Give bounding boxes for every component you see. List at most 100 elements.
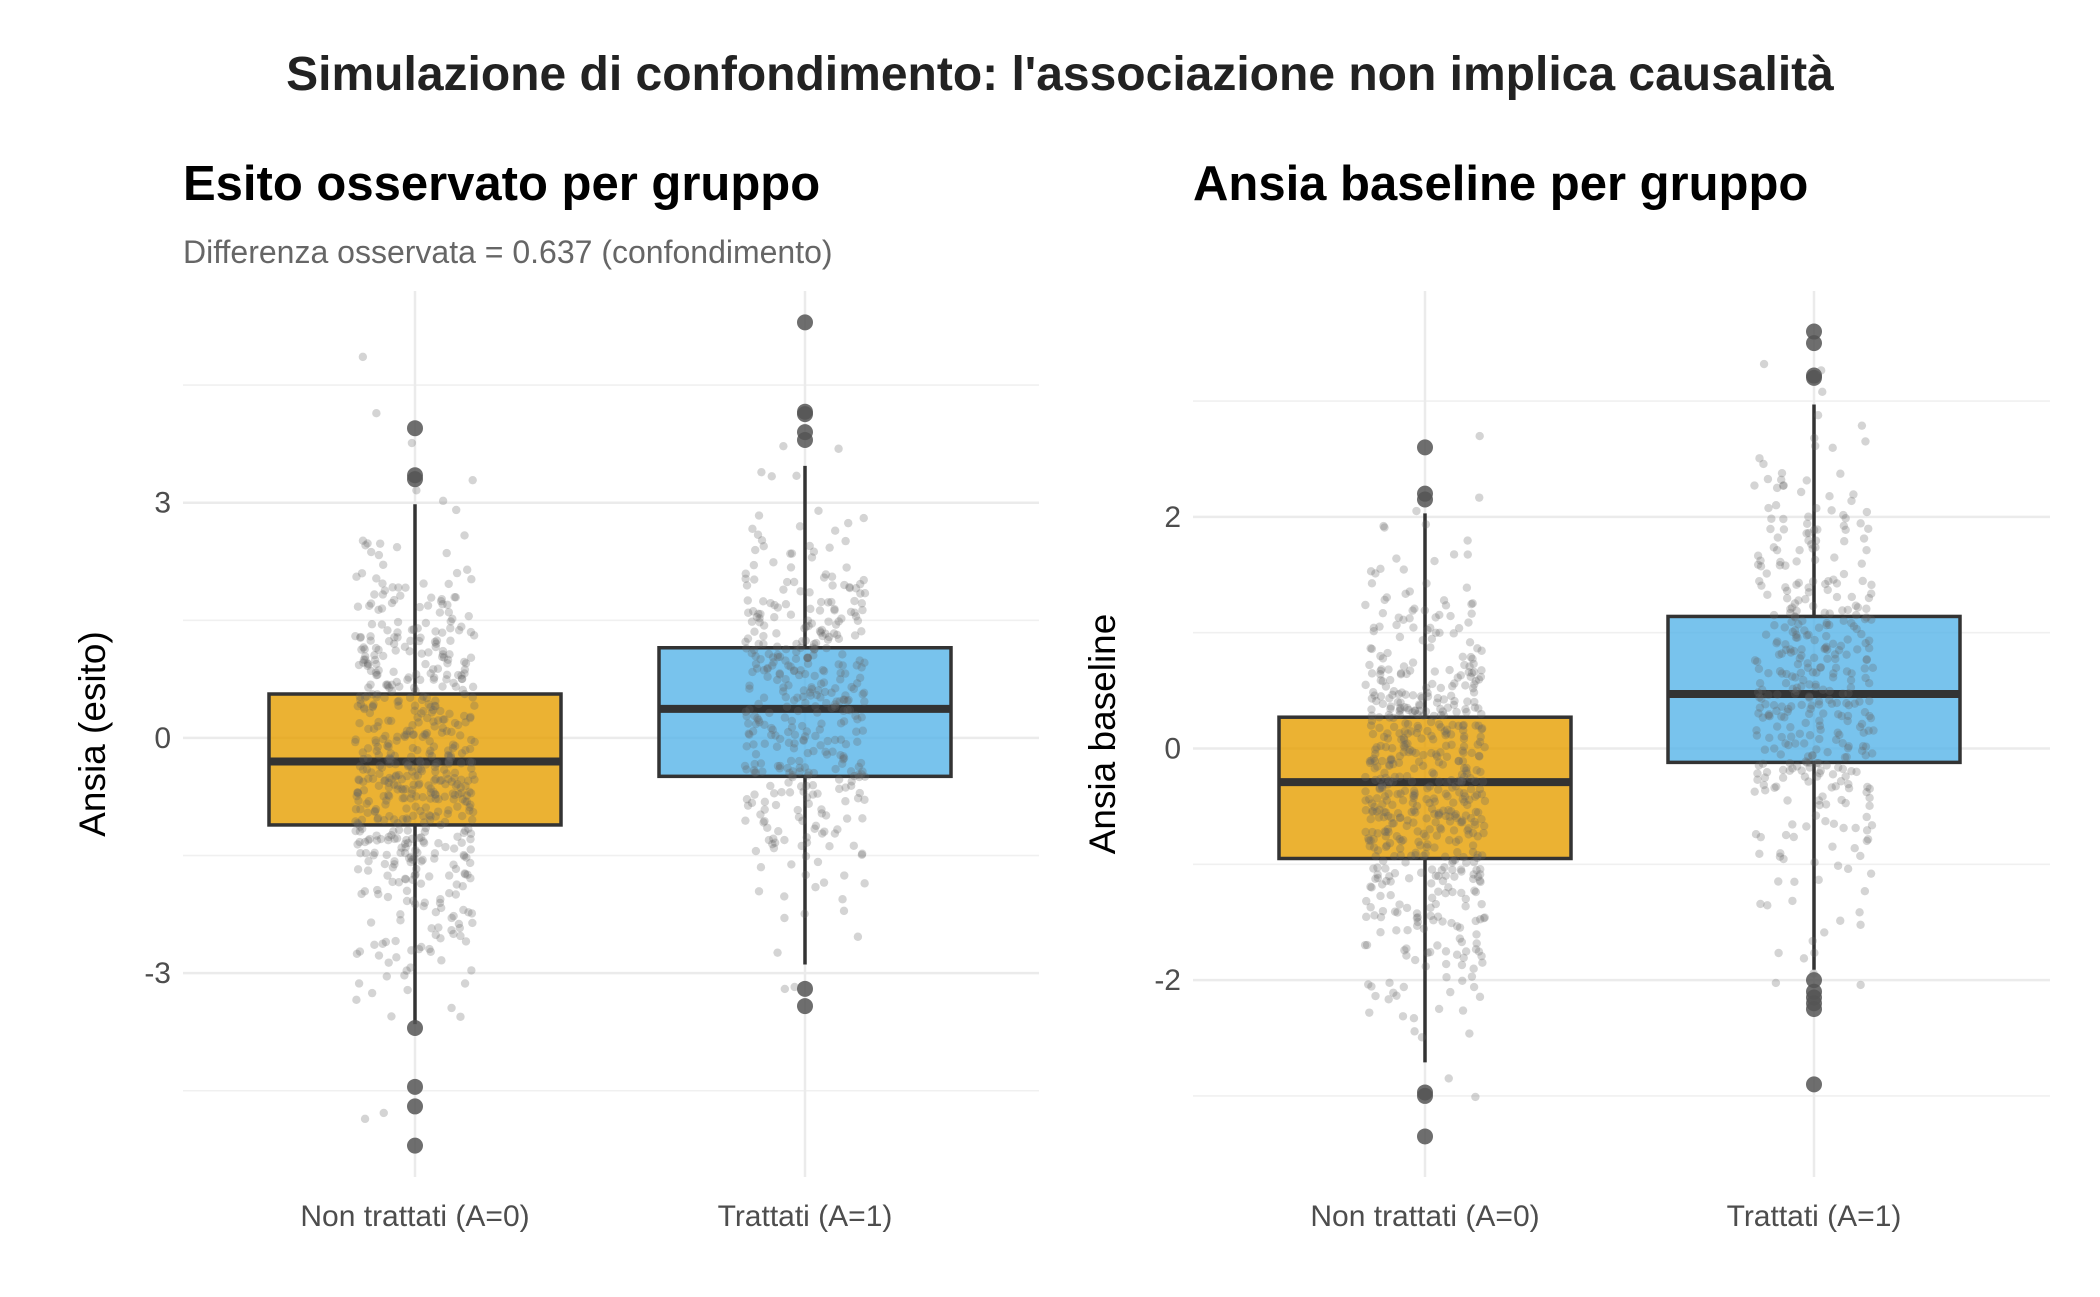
box [1666, 614, 1962, 765]
jitter-point [400, 731, 409, 740]
outlier-point [1806, 367, 1822, 384]
jitter-point [458, 882, 467, 891]
jitter-point [411, 846, 420, 855]
jitter-point [372, 659, 381, 669]
jitter-point [1846, 676, 1856, 685]
jitter-point [411, 802, 420, 811]
jitter-point [404, 673, 413, 682]
jitter-point [421, 803, 431, 812]
jitter-point [1388, 800, 1397, 810]
jitter-point [1410, 791, 1419, 800]
jitter-point [779, 441, 788, 451]
jitter-point [467, 909, 477, 918]
jitter-point [1362, 896, 1371, 906]
jitter-point [1426, 717, 1436, 727]
jitter-point [358, 748, 368, 757]
jitter-point [390, 857, 399, 866]
jitter-point [1773, 533, 1783, 542]
jitter-point [1458, 1006, 1468, 1015]
jitter-point [853, 715, 862, 724]
jitter-point [841, 783, 850, 792]
jitter-point [1393, 790, 1402, 799]
jitter-point [1364, 794, 1374, 804]
jitter-point [1361, 796, 1370, 805]
jitter-point [767, 472, 776, 481]
jitter-point [1862, 812, 1871, 822]
jitter-point [405, 693, 415, 702]
jitter-point [459, 850, 468, 860]
jitter-point [1782, 586, 1792, 596]
jitter-point [1781, 830, 1791, 840]
jitter-point [422, 729, 432, 738]
jitter-point [401, 784, 410, 794]
jitter-point [1856, 920, 1865, 929]
jitter-point [759, 597, 768, 606]
jitter-point [1788, 896, 1797, 906]
outlier-point [1417, 1128, 1433, 1145]
jitter-point [760, 739, 769, 748]
jitter-point [791, 654, 801, 664]
jitter-point [1781, 739, 1790, 748]
jitter-point [354, 776, 364, 785]
jitter-point [1408, 798, 1418, 808]
jitter-point [1367, 669, 1377, 678]
jitter-point [1774, 877, 1783, 886]
jitter-point [357, 645, 366, 654]
jitter-point [789, 744, 799, 753]
jitter-point [1852, 624, 1861, 634]
panel-subtitle: Differenza osservata = 0.637 (confondime… [183, 234, 833, 270]
jitter-point [802, 781, 811, 791]
jitter-point [1828, 770, 1838, 779]
jitter-point [780, 892, 789, 901]
jitter-point [381, 937, 391, 947]
jitter-point [436, 706, 445, 716]
jitter-point [1380, 595, 1389, 605]
jitter-point [756, 609, 765, 619]
jitter-point [801, 636, 810, 645]
jitter-point [390, 834, 399, 844]
jitter-point [1411, 808, 1420, 817]
jitter-point [1375, 713, 1384, 722]
jitter-point [1777, 732, 1786, 742]
jitter-point [1375, 805, 1384, 815]
jitter-point [787, 860, 796, 869]
jitter-point [1423, 688, 1432, 698]
jitter-point [460, 711, 469, 721]
jitter-point [1466, 813, 1476, 823]
jitter-point [1753, 769, 1762, 778]
jitter-point [1795, 654, 1804, 663]
jitter-point [1771, 501, 1781, 510]
jitter-point [448, 740, 458, 749]
jitter-point [1381, 842, 1391, 852]
jitter-point [1383, 811, 1393, 821]
jitter-point [855, 772, 864, 782]
jitter-point [419, 692, 428, 701]
jitter-point [414, 944, 424, 954]
jitter-point [455, 731, 465, 740]
jitter-point [1377, 880, 1387, 889]
jitter-point [1399, 662, 1409, 671]
jitter-point [1429, 916, 1438, 925]
jitter-point [1413, 721, 1422, 731]
jitter-point [460, 657, 469, 667]
jitter-point [1473, 850, 1482, 860]
jitter-point [449, 844, 459, 853]
jitter-point [860, 697, 869, 706]
jitter-point [842, 563, 851, 572]
jitter-point [830, 700, 840, 709]
jitter-point [1786, 604, 1795, 614]
jitter-point [1807, 540, 1816, 549]
jitter-point [408, 743, 418, 753]
jitter-point [1433, 941, 1442, 950]
jitter-point [1435, 610, 1444, 620]
jitter-point [363, 866, 373, 875]
jitter-point [1376, 564, 1385, 574]
jitter-point [823, 736, 832, 746]
jitter-point [1410, 706, 1420, 715]
jitter-point [1361, 772, 1370, 782]
jitter-point [1372, 696, 1381, 706]
jitter-point [433, 758, 442, 768]
jitter-point [1773, 690, 1782, 699]
jitter-point [834, 660, 843, 669]
jitter-point [788, 767, 797, 776]
